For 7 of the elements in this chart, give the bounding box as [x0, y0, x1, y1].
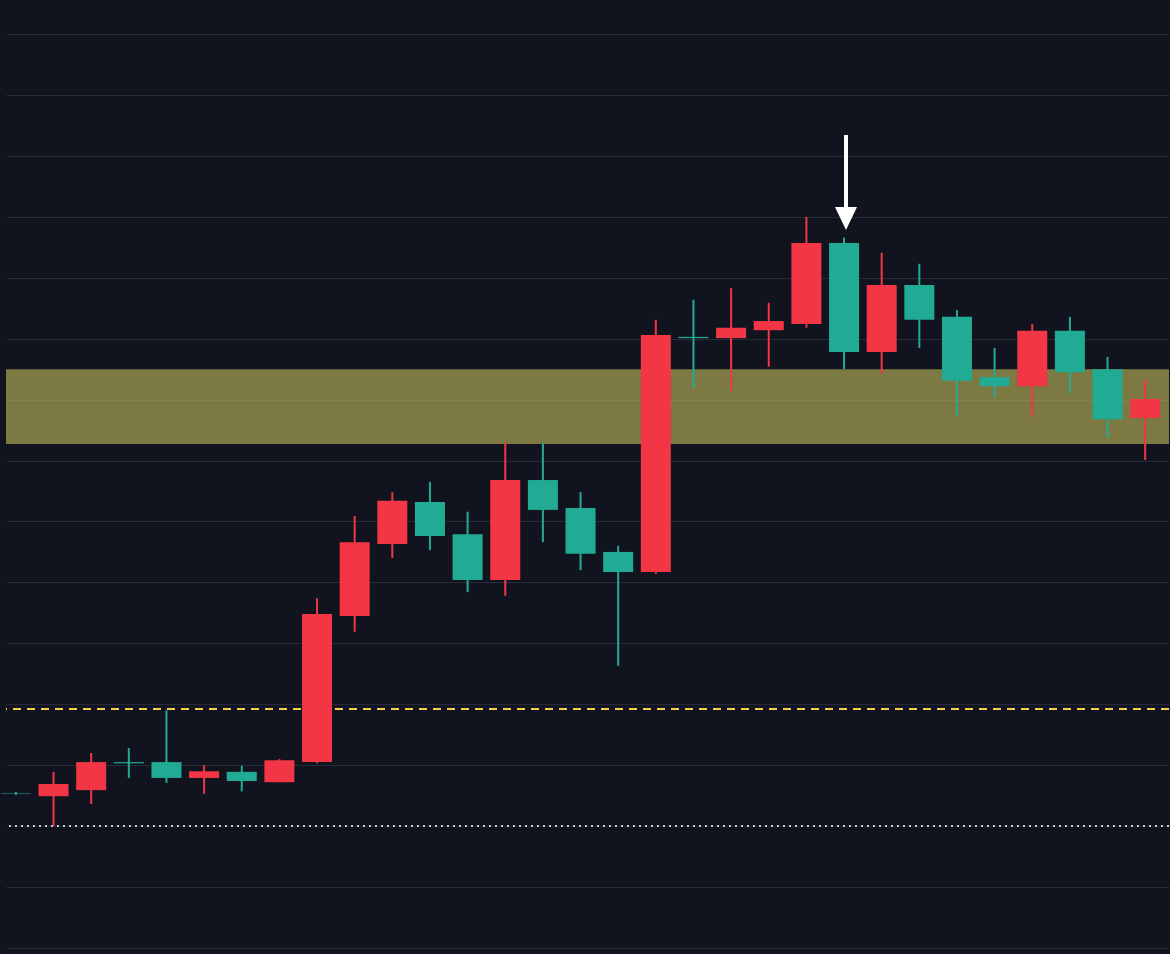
candlestick [189, 764, 220, 795]
candlestick [979, 346, 1010, 399]
candlestick [603, 544, 634, 667]
candlestick [38, 770, 69, 828]
candlestick [226, 764, 257, 793]
candlestick [716, 287, 747, 393]
candlestick [753, 301, 784, 368]
